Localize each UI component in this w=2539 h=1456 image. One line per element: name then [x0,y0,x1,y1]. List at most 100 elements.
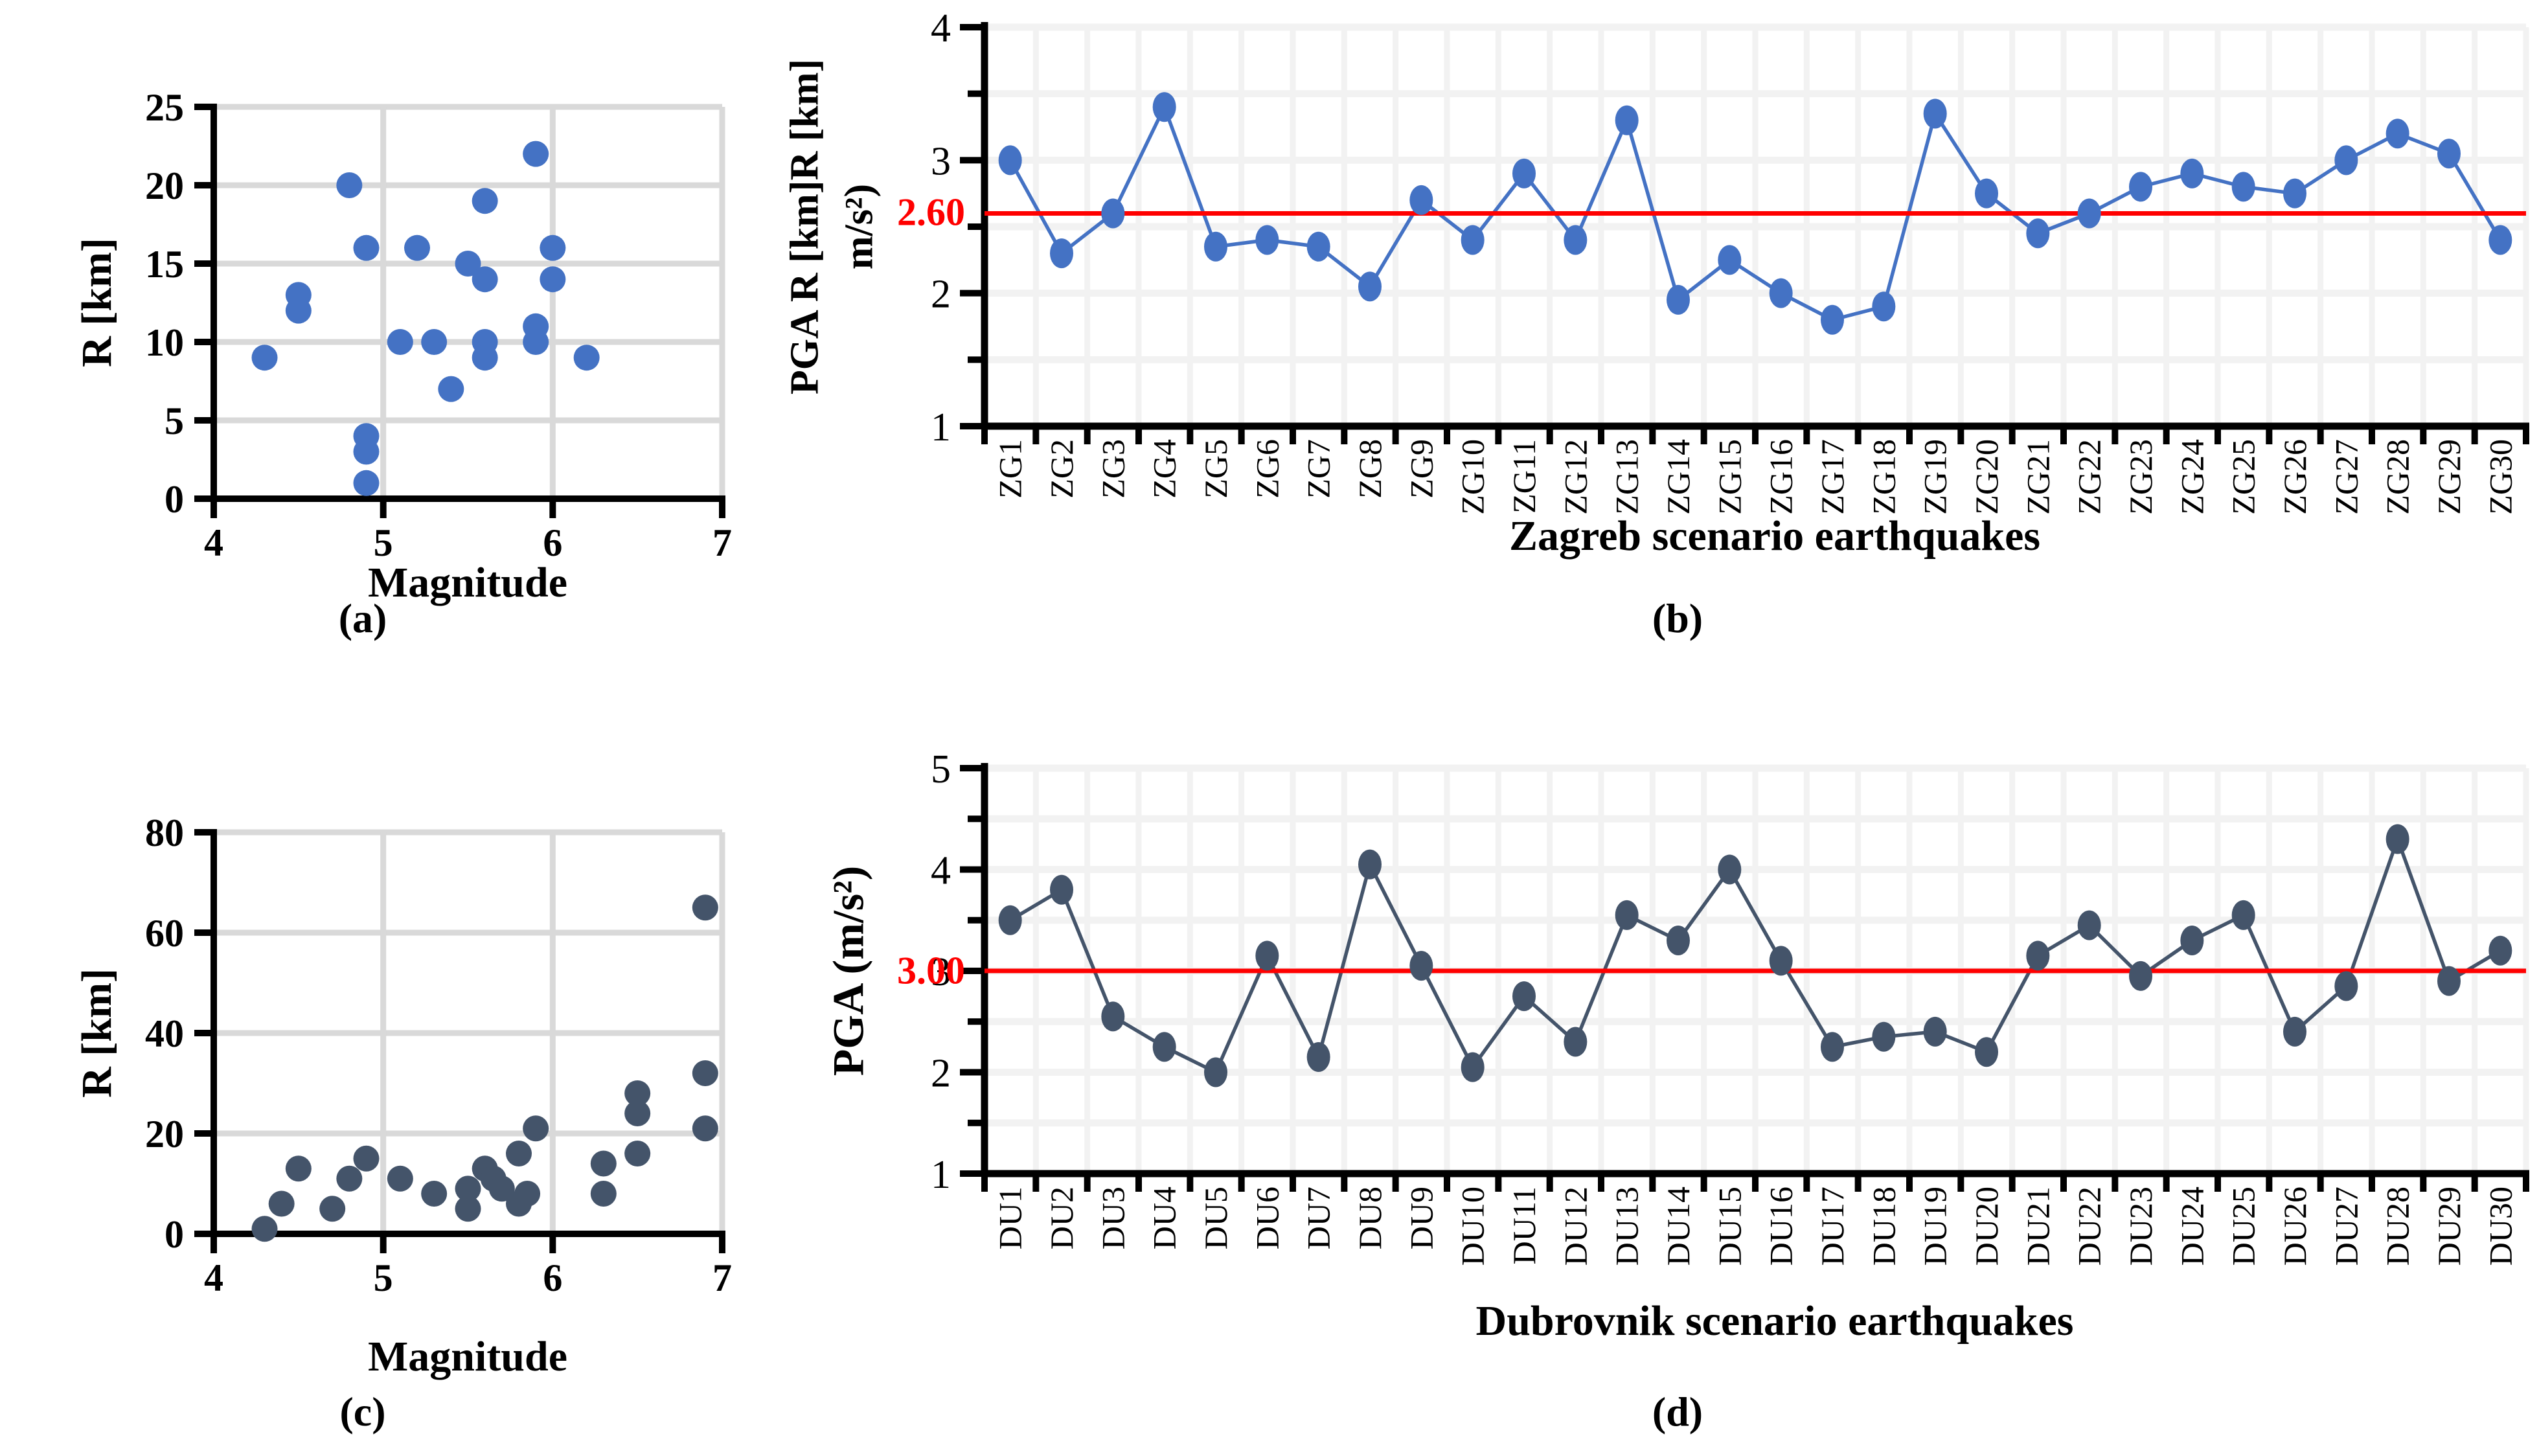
svg-text:ZG2: ZG2 [1043,439,1080,499]
svg-text:DU29: DU29 [2431,1187,2467,1266]
svg-text:ZG23: ZG23 [2123,439,2159,515]
svg-text:15: 15 [145,243,184,286]
d-category-labels: DU1 DU2 DU3 DU4 DU5 DU6 DU7 DU8 DU9 DU10 DU11 DU12 D… [992,1187,2519,1266]
svg-text:ZG11: ZG11 [1506,439,1542,514]
b-caption: (b) [1652,595,1703,641]
svg-text:6: 6 [543,521,562,564]
svg-text:7: 7 [712,521,732,564]
svg-text:5: 5 [931,747,951,791]
svg-text:0: 0 [165,478,184,521]
svg-text:ZG26: ZG26 [2277,439,2313,515]
svg-text:ZG16: ZG16 [1763,439,1799,515]
svg-text:5: 5 [165,400,184,442]
svg-text:4: 4 [931,849,951,893]
svg-text:ZG7: ZG7 [1301,439,1337,499]
svg-text:20: 20 [145,1113,184,1155]
svg-text:0: 0 [165,1213,184,1256]
svg-text:DU2: DU2 [1043,1187,1080,1249]
svg-text:1: 1 [931,405,951,449]
svg-text:5: 5 [374,1257,393,1299]
svg-text:DU10: DU10 [1455,1187,1491,1266]
svg-text:ZG13: ZG13 [1609,439,1645,515]
d-axes [960,763,2529,1192]
svg-text:ZG22: ZG22 [2071,439,2108,515]
d-data-series [985,824,2526,1087]
c-gridlines [214,829,725,1234]
svg-text:4: 4 [931,6,951,51]
svg-text:ZG12: ZG12 [1557,439,1593,515]
svg-text:4: 4 [204,1257,223,1299]
svg-text:ZG17: ZG17 [1814,439,1850,515]
svg-text:60: 60 [145,912,184,955]
svg-text:ZG20: ZG20 [1968,439,2005,515]
svg-text:25: 25 [145,86,184,129]
b-gridlines [985,23,2529,426]
svg-text:DU9: DU9 [1403,1187,1439,1249]
a-axes [194,104,725,518]
svg-text:3: 3 [931,950,951,994]
svg-text:ZG27: ZG27 [2328,439,2364,515]
svg-text:DU20: DU20 [1968,1187,2005,1266]
b-y-axis-title: PGA R [km]R [km] m/s²) [778,59,886,394]
svg-text:ZG5: ZG5 [1198,439,1234,499]
svg-text:40: 40 [145,1012,184,1055]
svg-text:DU24: DU24 [2174,1187,2210,1266]
b-threshold-label: 2.60 [897,190,965,234]
svg-text:DU22: DU22 [2071,1187,2108,1266]
svg-text:DU17: DU17 [1814,1187,1850,1266]
c-data-points [251,894,718,1242]
svg-text:DU1: DU1 [992,1187,1029,1249]
svg-text:DU19: DU19 [1917,1187,1953,1266]
svg-text:DU12: DU12 [1557,1187,1593,1266]
svg-text:DU18: DU18 [1865,1187,1902,1266]
svg-text:7: 7 [712,1257,732,1299]
svg-text:5: 5 [374,521,393,564]
c-x-axis-title: Magnitude [367,1333,568,1380]
c-caption: (c) [339,1389,386,1435]
b-y-tick-labels: 1 2 3 4 [931,6,951,449]
b-data-series [985,92,2526,335]
chart-c-scatter: 0 20 40 60 80 4 5 6 7 [145,812,732,1299]
svg-text:3: 3 [931,139,951,183]
d-threshold-label: 3.00 [897,949,965,992]
d-x-axis-title: Dubrovnik scenario earthquakes [1475,1297,2074,1345]
svg-text:6: 6 [543,1257,562,1299]
c-tick-labels: 0 20 40 60 80 4 5 6 7 [145,812,732,1299]
svg-text:DU16: DU16 [1763,1187,1799,1266]
svg-text:ZG14: ZG14 [1660,439,1696,515]
svg-text:2: 2 [931,1052,951,1096]
d-y-tick-labels: 1 2 3 4 5 [931,747,951,1197]
svg-text:DU15: DU15 [1711,1187,1748,1266]
a-data-points [251,141,600,496]
svg-text:10: 10 [145,321,184,364]
chart-a-scatter: 0 5 10 15 20 25 4 5 6 7 [145,86,732,564]
svg-text:DU6: DU6 [1249,1187,1285,1249]
a-x-axis-title: Magnitude [367,559,568,606]
svg-text:1: 1 [931,1153,951,1197]
b-y-axis-title-line2: m/s²) [837,183,881,270]
d-caption: (d) [1652,1389,1703,1435]
c-axes [194,829,725,1253]
a-caption: (a) [338,595,387,641]
svg-text:ZG18: ZG18 [1865,439,1902,515]
svg-text:80: 80 [145,812,184,854]
d-y-axis-title: PGA (m/s²) [823,865,873,1076]
svg-text:ZG1: ZG1 [992,439,1029,499]
svg-text:ZG19: ZG19 [1917,439,1953,515]
svg-text:2: 2 [931,273,951,317]
svg-text:DU28: DU28 [2380,1187,2416,1266]
a-y-axis-title: R [km] [73,238,120,367]
a-tick-labels: 0 5 10 15 20 25 4 5 6 7 [145,86,732,564]
svg-text:DU27: DU27 [2328,1187,2364,1266]
svg-text:DU13: DU13 [1609,1187,1645,1266]
b-axes [960,22,2529,444]
svg-text:ZG3: ZG3 [1095,439,1131,499]
svg-text:DU8: DU8 [1352,1187,1388,1249]
svg-text:DU14: DU14 [1660,1187,1696,1266]
svg-text:ZG25: ZG25 [2226,439,2262,515]
svg-text:ZG15: ZG15 [1711,439,1748,515]
svg-text:ZG21: ZG21 [2020,439,2056,515]
svg-text:20: 20 [145,165,184,207]
